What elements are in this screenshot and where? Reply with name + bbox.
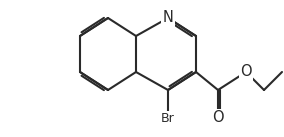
- Text: O: O: [212, 111, 224, 125]
- Text: Br: Br: [161, 112, 175, 125]
- Text: N: N: [162, 11, 174, 25]
- Text: O: O: [240, 65, 252, 79]
